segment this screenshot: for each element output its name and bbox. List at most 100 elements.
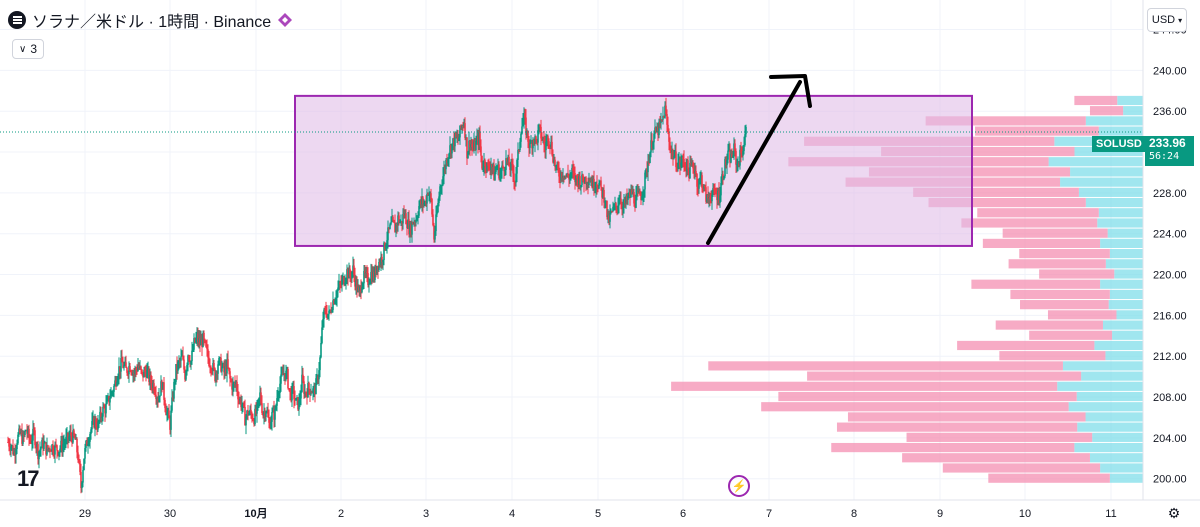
candle-up	[581, 174, 583, 185]
candle-down	[122, 362, 124, 368]
candle-up	[602, 189, 604, 198]
currency-label: USD	[1151, 14, 1176, 26]
candle-down	[269, 422, 271, 429]
candle-up	[296, 397, 298, 399]
candle-up	[680, 162, 682, 167]
candle-down	[261, 403, 263, 413]
candle-up	[307, 383, 309, 398]
candle-up	[112, 391, 114, 393]
candle-up	[635, 195, 637, 208]
gear-icon[interactable]: ⚙	[1167, 504, 1181, 521]
candle-up	[737, 163, 739, 165]
symbol-price-label: SOLUSD	[1092, 136, 1146, 152]
volume-profile-down-bar	[761, 402, 1069, 412]
candle-down	[93, 417, 95, 428]
candle-down	[203, 332, 205, 340]
currency-selector[interactable]: USD ▾	[1147, 8, 1187, 32]
candle-up	[82, 470, 84, 483]
candle-up	[160, 381, 162, 396]
candle-down	[672, 150, 674, 159]
candle-down	[333, 300, 335, 304]
symbol-title[interactable]: ソラナ／米ドル · 1時間 · Binance	[32, 14, 272, 31]
candle-down	[587, 183, 589, 186]
candle-up	[400, 221, 402, 223]
volume-profile-down-bar	[1039, 269, 1115, 279]
candle-up	[301, 374, 303, 392]
candle-down	[172, 397, 174, 399]
volume-profile-down-bar	[913, 187, 1079, 197]
candle-up	[370, 271, 372, 282]
candle-up	[516, 159, 518, 174]
candle-up	[595, 183, 597, 189]
candle-up	[627, 196, 629, 201]
candle-up	[419, 200, 421, 207]
candle-up	[476, 136, 478, 142]
candle-up	[87, 443, 89, 446]
candle-up	[520, 133, 522, 142]
candle-up	[342, 276, 344, 280]
time-tick-label: 8	[851, 508, 857, 520]
candle-up	[708, 197, 710, 199]
candle-up	[310, 392, 312, 395]
candle-up	[698, 180, 700, 189]
candle-down	[701, 175, 703, 188]
candle-up	[418, 206, 420, 216]
candle-down	[491, 164, 493, 167]
candle-down	[151, 383, 153, 388]
candle-up	[156, 398, 158, 400]
candle-down	[78, 460, 80, 462]
candle-up	[674, 151, 676, 156]
candle-up	[638, 190, 640, 193]
candle-down	[86, 440, 88, 446]
candle-up	[40, 447, 42, 450]
candle-up	[590, 181, 592, 183]
candle-up	[507, 156, 509, 162]
candle-down	[655, 127, 657, 132]
candle-up	[25, 430, 27, 432]
candle-down	[676, 167, 678, 169]
candle-up	[389, 224, 391, 229]
candle-down	[657, 126, 659, 136]
candle-up	[263, 411, 265, 416]
candle-down	[19, 428, 21, 434]
candle-up	[468, 140, 470, 152]
candle-down	[71, 435, 73, 443]
candle-up	[312, 388, 314, 393]
candle-up	[719, 195, 721, 204]
candle-up	[612, 206, 614, 212]
volume-profile-up-bar	[1076, 391, 1143, 402]
candle-up	[167, 410, 169, 413]
candle-down	[188, 355, 190, 361]
candle-up	[338, 282, 340, 288]
candle-up	[198, 338, 200, 342]
candle-down	[687, 160, 689, 170]
candle-down	[425, 201, 427, 204]
candle-down	[37, 444, 39, 460]
candle-up	[139, 366, 141, 368]
volume-profile-down-bar	[1019, 249, 1110, 259]
candle-up	[88, 441, 90, 444]
volume-profile-down-bar	[807, 371, 1082, 381]
candle-up	[717, 190, 719, 201]
candle-down	[540, 126, 542, 139]
indicator-toggle[interactable]: ∨ 3	[12, 39, 45, 59]
candle-down	[670, 150, 672, 152]
candle-up	[351, 272, 353, 279]
candle-up	[362, 283, 364, 288]
candle-up	[499, 174, 501, 179]
annotations	[0, 74, 1143, 245]
time-axis[interactable]: 29 30 10月 2 3 4 5 6 7 8 9 10 11	[0, 499, 1200, 527]
lightning-icon[interactable]: ⚡	[728, 475, 750, 497]
candle-down	[308, 383, 310, 390]
candle-down	[157, 398, 159, 402]
candle-up	[146, 370, 148, 378]
tradingview-logo[interactable]: 17	[17, 466, 40, 491]
volume-profile-up-bar	[1108, 300, 1143, 310]
price-axis[interactable]: 200.00 204.00 208.00 212.00 216.00 220.00 224.…	[1142, 0, 1200, 500]
candle-up	[571, 167, 573, 174]
candle-down	[685, 166, 687, 172]
volume-profile-down-bar	[1047, 310, 1117, 320]
candle-down	[572, 167, 574, 172]
candle-up	[286, 368, 288, 371]
